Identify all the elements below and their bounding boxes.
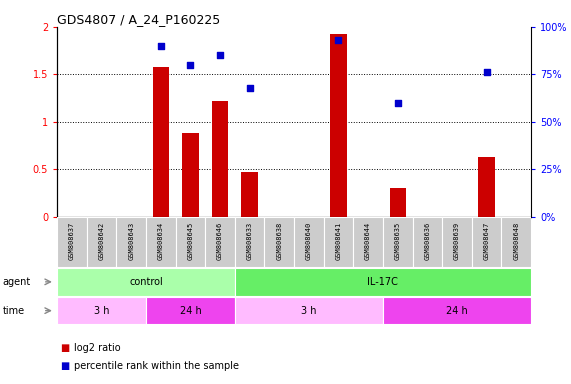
Point — [215, 52, 224, 58]
Bar — [294, 217, 324, 267]
Point — [156, 43, 166, 49]
Text: GSM808642: GSM808642 — [99, 222, 104, 260]
Bar — [472, 217, 501, 267]
Bar — [331, 33, 347, 217]
Text: GSM808647: GSM808647 — [484, 222, 489, 260]
Text: GSM808646: GSM808646 — [217, 222, 223, 260]
Bar — [116, 217, 146, 267]
Bar — [235, 297, 383, 324]
Point — [186, 62, 195, 68]
Bar — [57, 297, 146, 324]
Bar — [353, 217, 383, 267]
Text: control: control — [129, 277, 163, 287]
Text: GSM808638: GSM808638 — [276, 222, 282, 260]
Bar — [57, 268, 235, 296]
Bar — [146, 297, 235, 324]
Bar — [264, 217, 294, 267]
Bar — [383, 297, 531, 324]
Bar — [389, 189, 406, 217]
Bar — [212, 101, 228, 217]
Text: GSM808640: GSM808640 — [306, 222, 312, 260]
Bar — [152, 67, 169, 217]
Text: log2 ratio: log2 ratio — [74, 343, 121, 353]
Text: GSM808644: GSM808644 — [365, 222, 371, 260]
Text: GSM808634: GSM808634 — [158, 222, 164, 260]
Text: 24 h: 24 h — [179, 306, 201, 316]
Point — [393, 100, 403, 106]
Text: ■: ■ — [60, 343, 69, 353]
Bar — [501, 217, 531, 267]
Bar — [176, 217, 205, 267]
Text: 3 h: 3 h — [301, 306, 317, 316]
Bar — [146, 217, 176, 267]
Text: GSM808637: GSM808637 — [69, 222, 75, 260]
Point — [245, 84, 254, 91]
Text: GSM808633: GSM808633 — [247, 222, 252, 260]
Text: GSM808645: GSM808645 — [187, 222, 194, 260]
Bar — [478, 157, 494, 217]
Text: ■: ■ — [60, 361, 69, 371]
Bar — [324, 217, 353, 267]
Bar — [442, 217, 472, 267]
Bar — [87, 217, 116, 267]
Text: 24 h: 24 h — [446, 306, 468, 316]
Text: percentile rank within the sample: percentile rank within the sample — [74, 361, 239, 371]
Text: GSM808643: GSM808643 — [128, 222, 134, 260]
Text: GSM808635: GSM808635 — [395, 222, 401, 260]
Point — [482, 70, 491, 76]
Text: time: time — [3, 306, 25, 316]
Bar — [57, 217, 87, 267]
Bar — [205, 217, 235, 267]
Text: GDS4807 / A_24_P160225: GDS4807 / A_24_P160225 — [57, 13, 220, 26]
Bar — [182, 133, 199, 217]
Bar — [235, 217, 264, 267]
Bar — [412, 217, 442, 267]
Text: GSM808641: GSM808641 — [336, 222, 341, 260]
Text: agent: agent — [3, 277, 31, 287]
Text: GSM808639: GSM808639 — [454, 222, 460, 260]
Text: IL-17C: IL-17C — [368, 277, 399, 287]
Bar — [235, 268, 531, 296]
Point — [334, 37, 343, 43]
Text: GSM808648: GSM808648 — [513, 222, 519, 260]
Bar — [383, 217, 412, 267]
Text: 3 h: 3 h — [94, 306, 109, 316]
Bar — [242, 172, 258, 217]
Text: GSM808636: GSM808636 — [424, 222, 431, 260]
